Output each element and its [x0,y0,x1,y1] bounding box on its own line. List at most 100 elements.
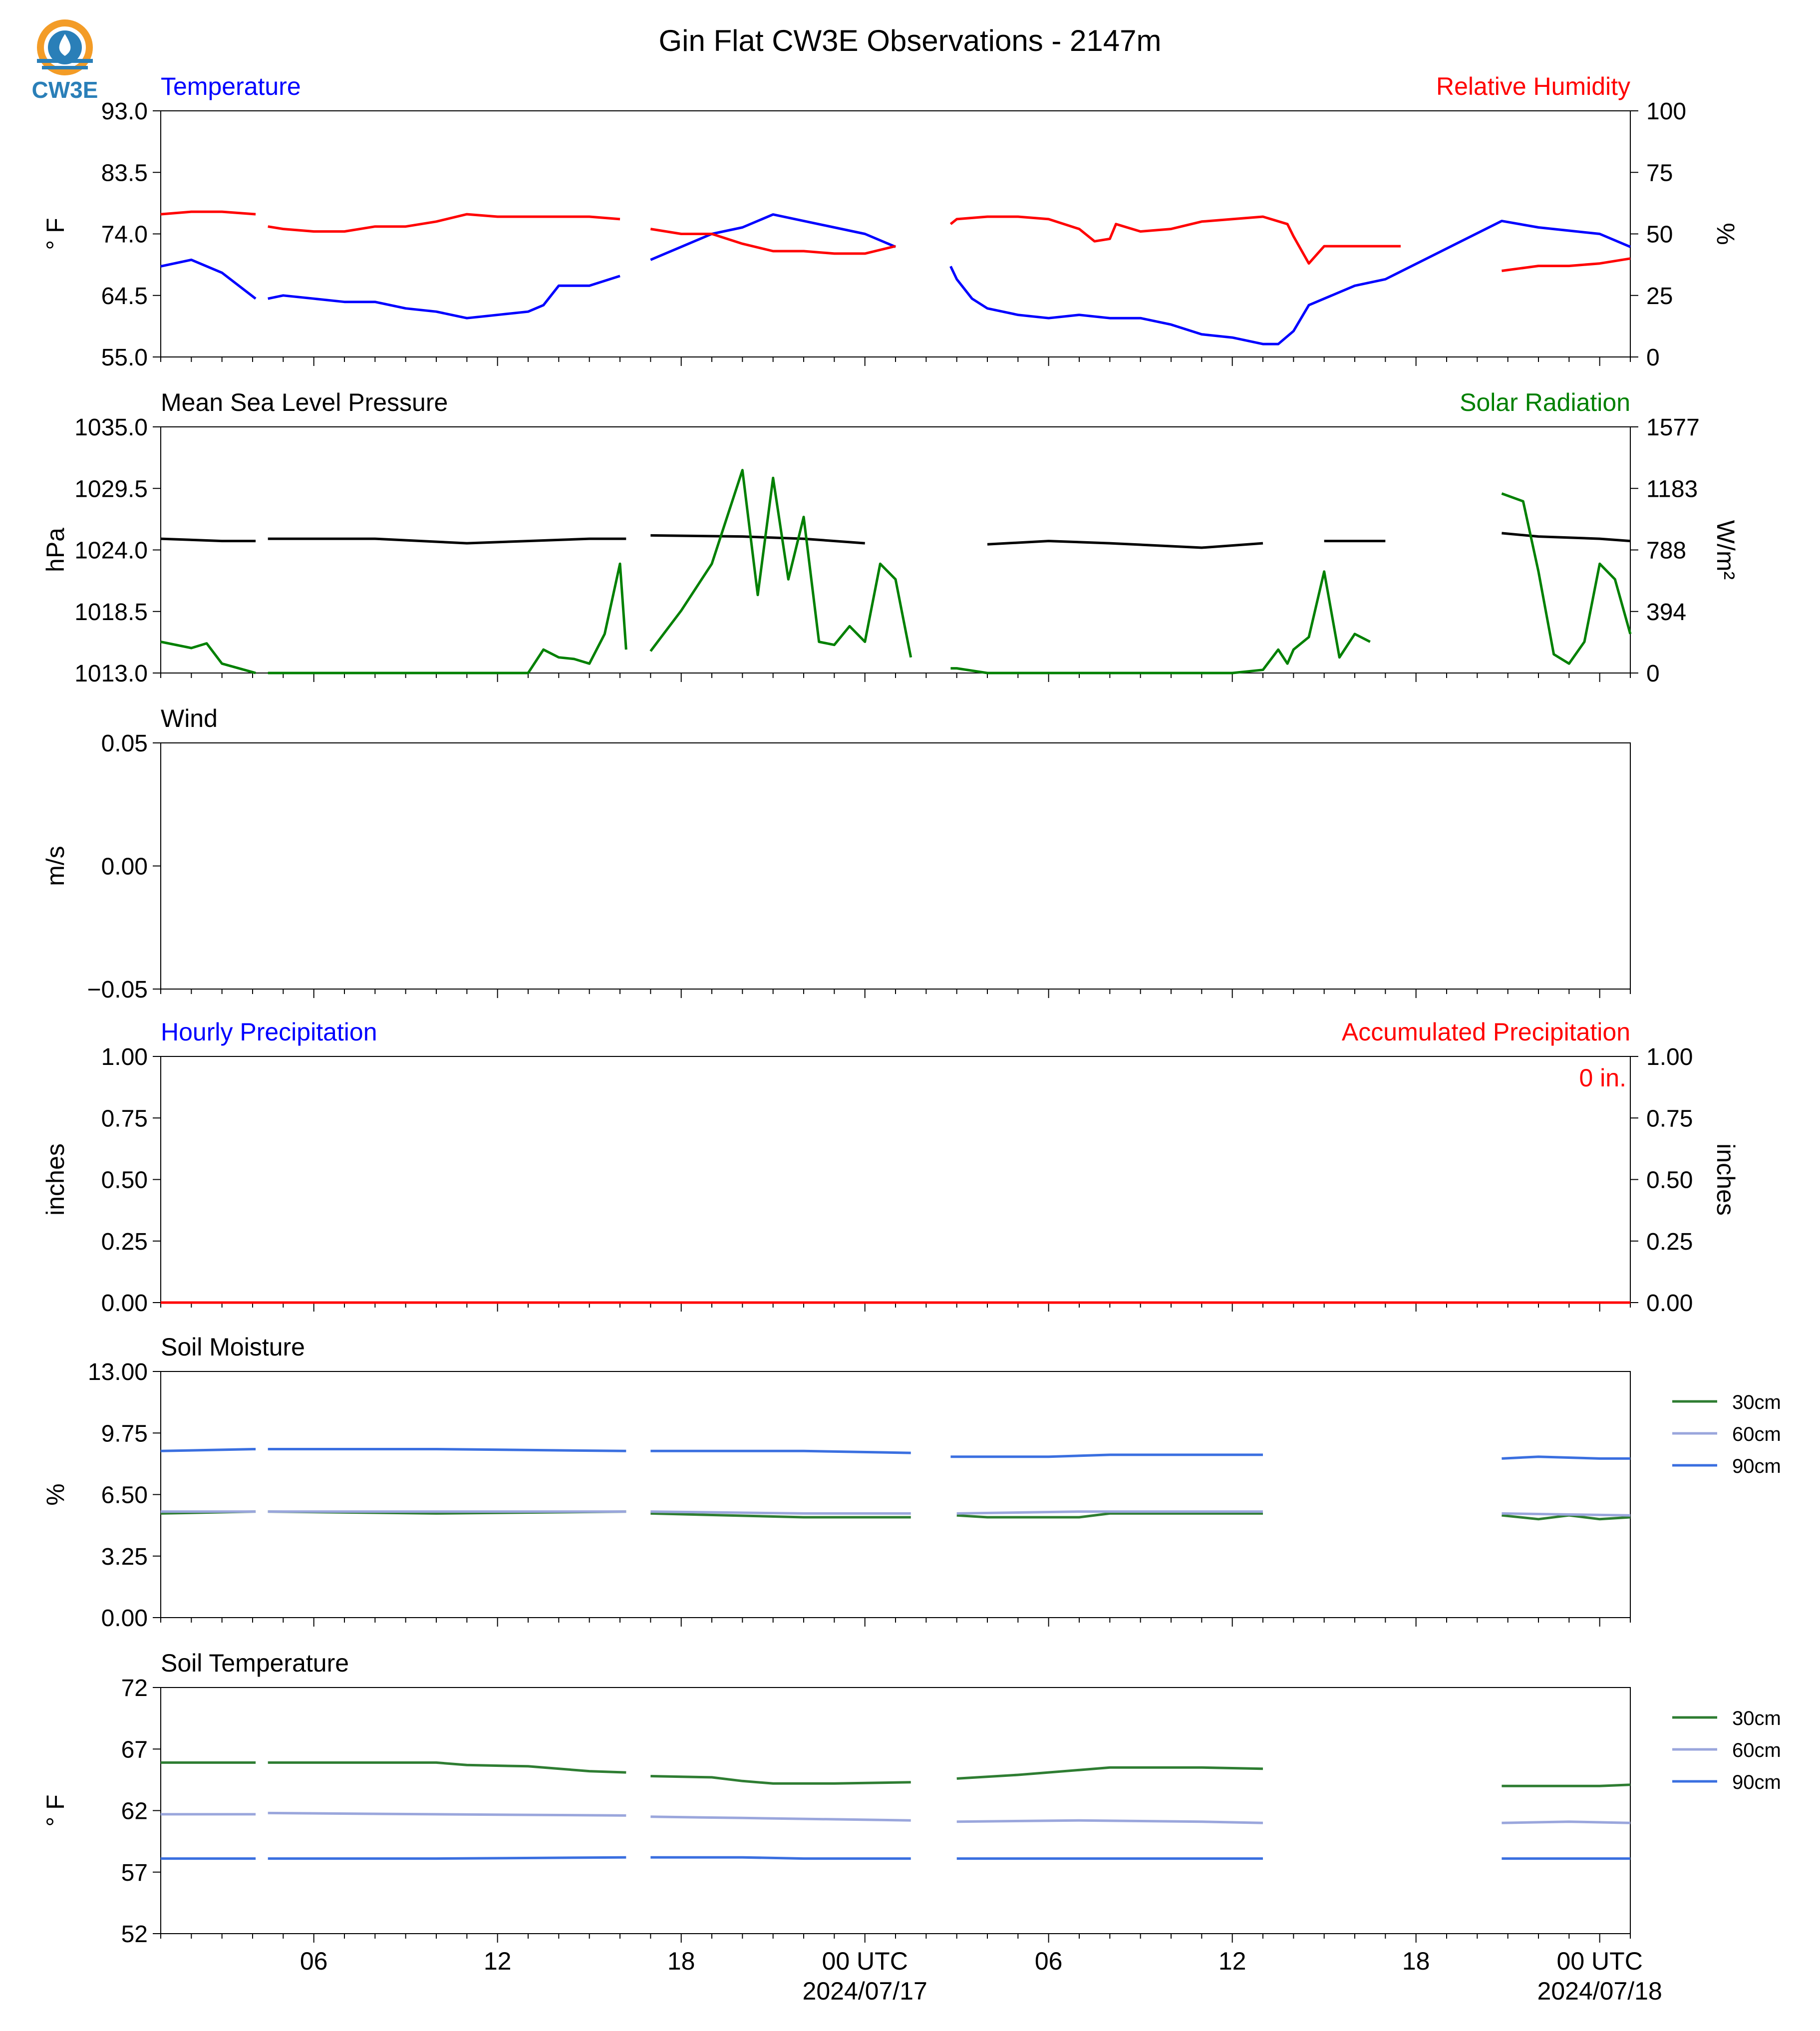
y-right-tick-label: 0 [1646,344,1660,371]
y-left-tick-label: 0.75 [101,1105,148,1132]
y-right-axis-label: % [1712,223,1740,245]
y-left-tick-label: 72 [121,1675,148,1701]
y-left-tick-label: 1029.5 [74,476,148,502]
panel-4: 0.00 0.25 0.50 0.75 1.00 0.00 0.25 0.50 0.75 1.00… [41,1018,1740,1317]
y-left-tick-label: 57 [121,1860,148,1886]
y-right-tick-label: 100 [1646,98,1686,125]
series-line-30cm [161,1761,1631,1787]
y-right-tick-label: 0 [1646,661,1660,687]
y-left-tick-label: 1013.0 [74,661,148,687]
x-tick-date-label: 2024/07/18 [1537,1977,1662,2005]
series-line-right-1 [160,469,1632,675]
y-left-tick-label: 1018.5 [74,599,148,626]
series-line-60cm [161,1811,1631,1824]
y-right-tick-label: 75 [1646,160,1673,186]
y-right-tick-label: 25 [1646,283,1673,310]
y-right-tick-label: 394 [1646,599,1686,626]
y-left-tick-label: 0.25 [101,1229,148,1255]
x-tick-label: 12 [484,1947,512,1975]
y-left-tick-label: 93.0 [101,98,148,125]
plot-area [160,110,1631,357]
logo-text: CW3E [32,77,98,103]
series-line-left-0 [160,213,1631,345]
panel-title-right: Relative Humidity [1436,72,1630,100]
legend-label: 60cm [1732,1423,1781,1445]
panel-title-left: Soil Temperature [161,1649,349,1677]
plot-area [160,742,1631,990]
y-left-tick-label: 1.00 [101,1044,148,1070]
legend-label: 90cm [1732,1771,1781,1793]
y-left-axis-label: hPa [41,528,69,572]
legend-label: 30cm [1732,1391,1781,1413]
y-left-axis-label: % [41,1483,69,1505]
legend-label: 30cm [1732,1707,1781,1729]
y-left-tick-label: 67 [121,1736,148,1763]
y-left-tick-label: 55.0 [101,344,148,371]
y-left-axis-label: inches [41,1143,69,1216]
y-right-tick-label: 0.75 [1646,1105,1693,1132]
y-left-axis-label: ° F [41,1794,69,1826]
y-right-tick-label: 0.25 [1646,1229,1693,1255]
panel-1: 55.0 64.5 74.0 83.5 93.0 0 25 50 75 100 Temperatur… [41,72,1740,371]
series-line-90cm [160,1448,1630,1460]
y-left-tick-label: 83.5 [101,160,148,186]
series-line-60cm [161,1510,1631,1517]
chart-title: Gin Flat CW3E Observations - 2147m [658,24,1161,57]
panel-title-left: Temperature [161,72,301,100]
panel-title-left: Hourly Precipitation [161,1018,377,1046]
legend-label: 90cm [1732,1455,1781,1477]
plot-area [160,426,1631,674]
y-left-tick-label: 1024.0 [74,538,148,564]
y-right-axis-label: inches [1712,1143,1740,1216]
series-line-90cm [161,1856,1630,1860]
y-right-tick-label: 1577 [1646,414,1700,441]
x-tick-label: 06 [1035,1947,1063,1975]
y-left-axis-label: m/s [41,846,69,886]
y-left-tick-label: 3.25 [101,1544,148,1570]
panel-2: 1013.0 1018.5 1024.0 1029.5 1035.0 0 394 788 118… [41,388,1740,687]
y-right-tick-label: 1.00 [1646,1044,1693,1070]
cw3e-logo: CW3E [32,19,98,103]
panel-title-left: Soil Moisture [161,1333,305,1361]
y-left-tick-label: 0.00 [101,1290,148,1317]
panel-3: −0.05 0.00 0.05 Wind m/s [41,704,1631,1003]
y-left-tick-label: 9.75 [101,1420,148,1447]
x-tick-date-label: 2024/07/17 [803,1977,927,2005]
x-tick-label: 06 [300,1947,328,1975]
x-tick-label: 18 [667,1947,695,1975]
x-tick-label: 00 UTC [1557,1947,1643,1975]
y-left-tick-label: 52 [121,1921,148,1948]
y-left-tick-label: 6.50 [101,1482,148,1509]
plot-area [160,1687,1631,1934]
y-left-tick-label: 64.5 [101,283,148,310]
y-right-axis-label: W/m² [1712,520,1740,580]
x-tick-label: 18 [1402,1947,1430,1975]
y-right-tick-label: 788 [1646,538,1686,564]
y-left-tick-label: 13.00 [88,1359,148,1385]
series-line-right-1 [160,210,1631,272]
x-tick-label: 00 UTC [822,1947,908,1975]
y-right-tick-label: 0.50 [1646,1167,1693,1194]
y-left-tick-label: 0.50 [101,1167,148,1194]
y-left-tick-label: 1035.0 [74,414,148,441]
legend-label: 60cm [1732,1739,1781,1761]
y-right-tick-label: 50 [1646,222,1673,248]
plot-area [160,1371,1631,1618]
y-left-tick-label: 62 [121,1798,148,1825]
accumulated-total-label: 0 in. [1579,1064,1626,1092]
x-tick-label: 12 [1218,1947,1246,1975]
y-right-tick-label: 0.00 [1646,1290,1693,1317]
y-right-tick-label: 1183 [1646,476,1698,502]
panel-5: 0.00 3.25 6.50 9.75 13.00 Soil Moisture% 30cm 6… [41,1333,1781,1632]
y-left-tick-label: 0.05 [101,730,148,757]
panel-6: 52 57 62 67 72 Soil Temperature ° F 30cm 60cm 90c… [41,1649,1781,1948]
panel-title-right: Solar Radiation [1460,388,1630,416]
y-left-axis-label: ° F [41,218,69,250]
y-left-tick-label: −0.05 [87,977,148,1003]
y-left-tick-label: 0.00 [101,854,148,880]
y-left-tick-label: 74.0 [101,222,148,248]
panel-title-right: Accumulated Precipitation [1342,1018,1630,1046]
plot-area [160,1056,1631,1303]
